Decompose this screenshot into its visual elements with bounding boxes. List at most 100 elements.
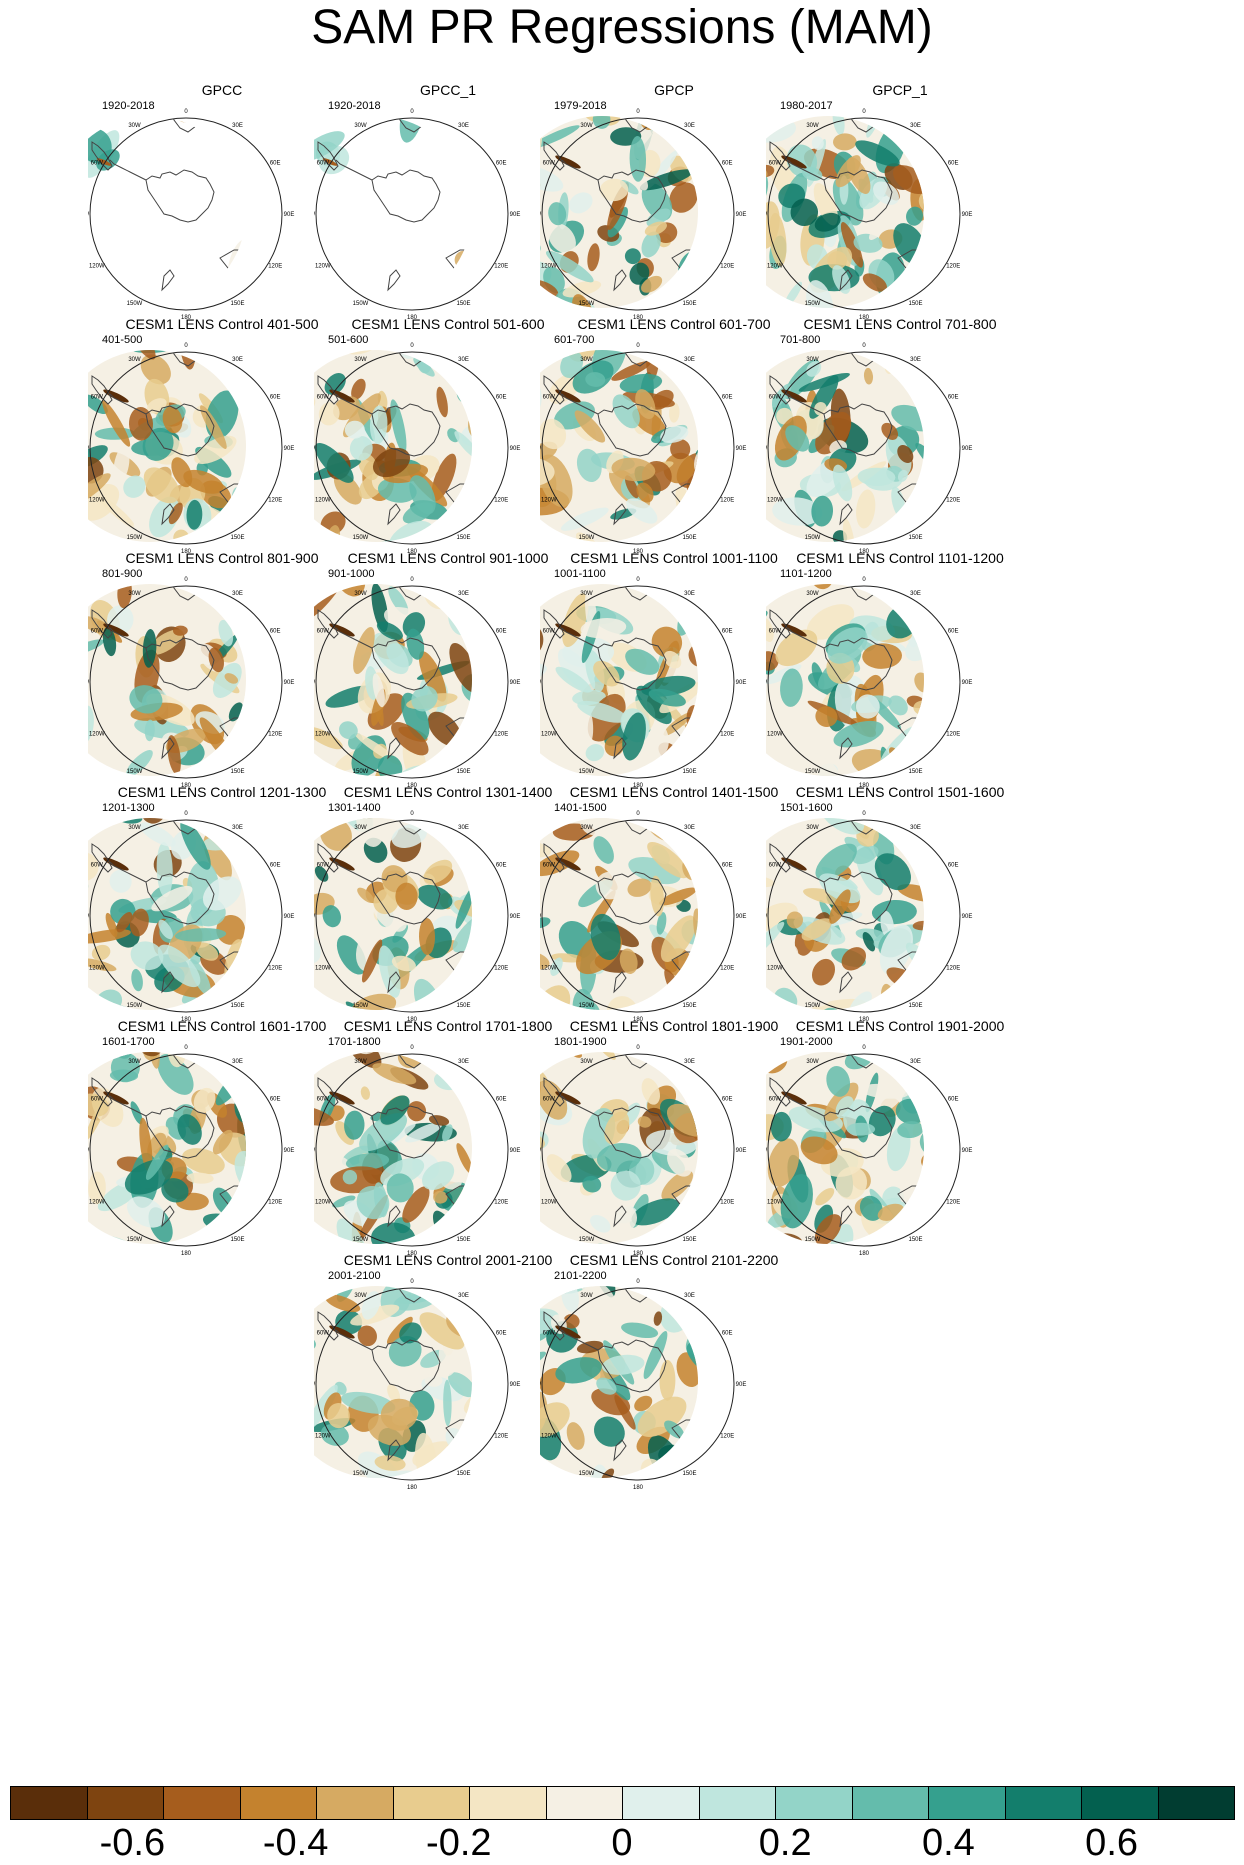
longitude-label: 60E (722, 395, 733, 401)
anomaly-cell (471, 1052, 472, 1069)
map-panel: CESM1 LENS Control 2001-2100 2001-2100 0 30… (314, 1252, 582, 1520)
anomaly-cell (637, 88, 685, 111)
longitude-label: 180 (181, 783, 192, 789)
anomaly-cell (676, 752, 697, 776)
longitude-label: 90E (962, 1148, 973, 1154)
longitude-label: 180 (181, 549, 192, 555)
longitude-label: 180 (181, 1017, 192, 1023)
polar-map: 0 30E 60E 90E 120E 150E 180 150W 120W 90W 60W 30W (766, 343, 1004, 555)
anomaly-cell (781, 389, 807, 403)
coastline (91, 843, 113, 873)
anomaly-cell (123, 475, 146, 498)
anomaly-cell (555, 1091, 581, 1105)
anomaly-cell (607, 206, 628, 238)
anomaly-cell (161, 1178, 189, 1203)
colorbar-swatch (622, 1786, 700, 1820)
anomaly-cell (846, 1122, 876, 1136)
longitude-label: 150E (908, 1003, 922, 1009)
peninsula-coastline (561, 627, 599, 649)
longitude-label: 60W (769, 629, 782, 635)
anomaly-cell (88, 705, 94, 744)
panel-period: 1801-1900 (554, 1036, 607, 1048)
anomaly-cell (766, 921, 785, 962)
anomaly-cell (721, 970, 742, 1022)
anomaly-cell (353, 626, 375, 675)
anomaly-cell (579, 818, 609, 836)
coastline (543, 843, 565, 873)
anomaly-cell (540, 418, 567, 450)
anomaly-cell (314, 442, 354, 483)
anomaly-cell (959, 421, 1004, 466)
anomaly-cell (507, 1191, 531, 1224)
anomaly-cell (344, 420, 365, 439)
anomaly-cell (859, 1195, 883, 1221)
longitude-label: 180 (859, 1017, 870, 1023)
anomaly-cell (889, 596, 916, 610)
anomaly-cell (514, 407, 527, 433)
anomaly-cell (555, 1325, 581, 1339)
anomaly-cell (454, 431, 472, 460)
colorbar-swatch (239, 1786, 317, 1820)
anomaly-cell (629, 136, 647, 182)
longitude-label: 120E (494, 1434, 508, 1440)
anomaly-cell (781, 1091, 807, 1105)
longitude-label: 90E (284, 1148, 295, 1154)
anomaly-cell (686, 888, 698, 909)
anomaly-cell (931, 1048, 956, 1089)
anomaly-cell (766, 617, 774, 642)
panel-period: 1979-2018 (554, 100, 607, 112)
anomaly-cell (196, 942, 219, 961)
longitude-label: 60E (270, 629, 281, 635)
peninsula-coastline (561, 393, 599, 415)
longitude-label: 150W (353, 301, 369, 307)
longitude-label: 60E (948, 629, 959, 635)
anomaly-cell (102, 400, 131, 447)
colorbar-swatch (851, 1786, 929, 1820)
longitude-label: 120E (720, 966, 734, 972)
antarctica-coastline (371, 169, 441, 223)
coastline (613, 1439, 627, 1462)
anomaly-cell (391, 823, 428, 848)
longitude-label: 60E (496, 161, 507, 167)
anomaly-cell (361, 1291, 381, 1320)
longitude-label: 120W (767, 732, 783, 738)
coastline (769, 843, 791, 873)
peninsula-coastline (335, 1329, 373, 1351)
peninsula-coastline (109, 393, 147, 415)
longitude-label: 120W (541, 966, 557, 972)
anomaly-cell (659, 1359, 676, 1401)
anomaly-cell (332, 1195, 356, 1208)
anomaly-cell (472, 1415, 514, 1431)
longitude-label: 90W (540, 212, 542, 218)
anomaly-cell (574, 410, 606, 443)
longitude-label: 30E (458, 825, 469, 831)
longitude-label: 90E (736, 212, 747, 218)
anomaly-cell (889, 799, 919, 817)
longitude-label: 30W (354, 357, 367, 363)
map-panel: GPCP_1 1980-2017 0 30E 60E 90E 120E 150E 180 150W… (766, 82, 1034, 350)
anomaly-cell (778, 943, 799, 963)
anomaly-cell (813, 550, 866, 587)
anomaly-cell (669, 402, 680, 423)
anomaly-cell (736, 844, 755, 895)
anomaly-cell (881, 422, 899, 440)
anomaly-cell (443, 1379, 452, 1427)
longitude-label: 120E (946, 966, 960, 972)
anomaly-cell (827, 251, 848, 270)
colorbar-tick-label: -0.4 (262, 1822, 329, 1864)
longitude-label: 0 (184, 1045, 188, 1051)
anomaly-cell (707, 938, 740, 966)
longitude-label: 150E (456, 535, 470, 541)
anomaly-cell (483, 847, 537, 880)
anomaly-cell (813, 550, 841, 580)
anomaly-cell (922, 200, 924, 228)
anomaly-cell (964, 472, 998, 503)
coastline (839, 503, 853, 526)
coastline (317, 141, 339, 171)
panel-period: 1001-1100 (554, 568, 606, 580)
longitude-label: 30E (458, 1293, 469, 1299)
anomaly-cell (815, 843, 857, 881)
anomaly-cell (540, 125, 580, 149)
polar-map: 0 30E 60E 90E 120E 150E 180 150W 120W 90W 60W 30W (314, 577, 520, 789)
anomaly-cell (955, 598, 988, 631)
